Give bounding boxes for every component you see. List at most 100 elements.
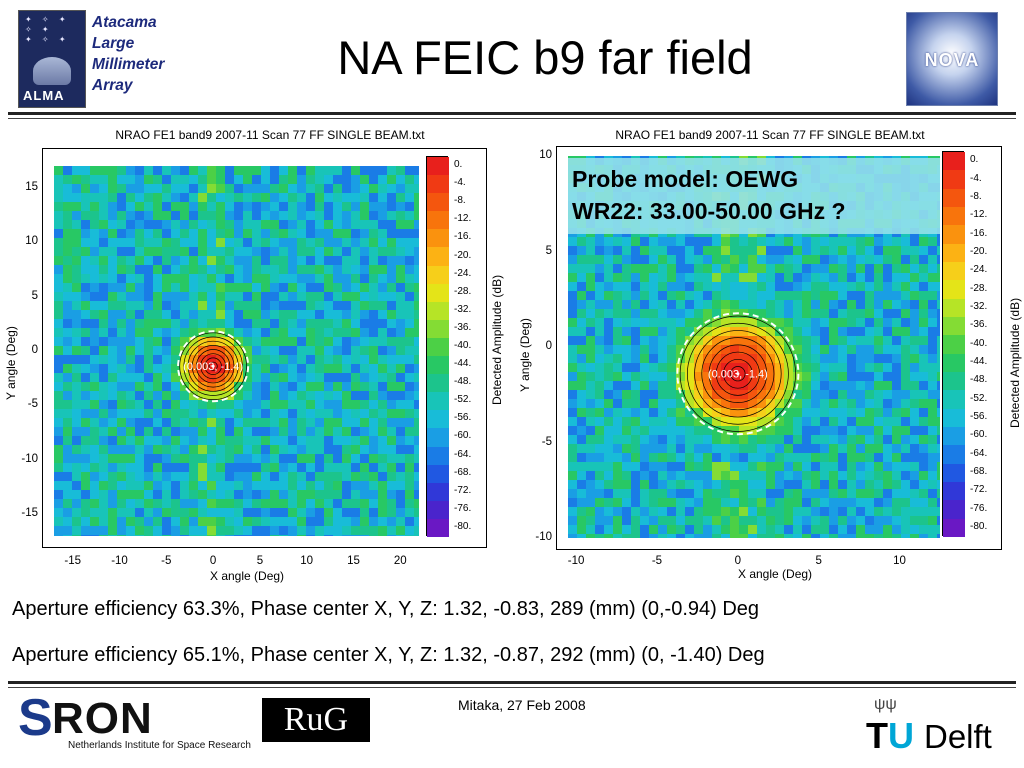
colorbar-level-label: -20. bbox=[970, 245, 988, 257]
heatmap-cell bbox=[694, 327, 704, 337]
heatmap-cell bbox=[180, 400, 190, 410]
heatmap-cell bbox=[820, 426, 830, 436]
heatmap-cell bbox=[739, 282, 749, 292]
header-rule bbox=[8, 112, 1016, 115]
heatmap-cell bbox=[586, 471, 596, 481]
heatmap-cell bbox=[324, 328, 334, 338]
heatmap-cell bbox=[180, 499, 190, 509]
heatmap-cell bbox=[703, 354, 713, 364]
heatmap-cell bbox=[396, 184, 406, 194]
heatmap-cell bbox=[252, 499, 262, 509]
heatmap-cell bbox=[81, 292, 91, 302]
heatmap-cell bbox=[198, 445, 208, 455]
heatmap-cell bbox=[126, 310, 136, 320]
heatmap-cell bbox=[198, 220, 208, 230]
heatmap-cell bbox=[342, 220, 352, 230]
heatmap-cell bbox=[297, 400, 307, 410]
colorbar-cell bbox=[427, 356, 449, 375]
heatmap-cell bbox=[784, 534, 794, 538]
heatmap-cell bbox=[54, 319, 64, 329]
heatmap-cell bbox=[306, 220, 316, 230]
heatmap-cell bbox=[279, 193, 289, 203]
heatmap-cell bbox=[360, 337, 370, 347]
heatmap-cell bbox=[387, 481, 397, 491]
heatmap-cell bbox=[72, 355, 82, 365]
heatmap-cell bbox=[811, 498, 821, 508]
heatmap-cell bbox=[378, 319, 388, 329]
heatmap-cell bbox=[270, 382, 280, 392]
heatmap-cell bbox=[910, 237, 920, 247]
heatmap-cell bbox=[658, 309, 668, 319]
heatmap-cell bbox=[234, 202, 244, 212]
heatmap-cell bbox=[189, 418, 199, 428]
heatmap-cell bbox=[820, 336, 830, 346]
heatmap-cell bbox=[739, 417, 749, 427]
heatmap-cell bbox=[640, 246, 650, 256]
heatmap-cell bbox=[54, 517, 64, 527]
heatmap-cell bbox=[72, 256, 82, 266]
heatmap-cell bbox=[910, 399, 920, 409]
heatmap-cell bbox=[631, 345, 641, 355]
heatmap-cell bbox=[117, 517, 127, 527]
heatmap-cell bbox=[784, 318, 794, 328]
heatmap-cell bbox=[216, 391, 226, 401]
heatmap-cell bbox=[225, 382, 235, 392]
colorbar-level-label: -4. bbox=[970, 172, 982, 184]
heatmap-cell bbox=[81, 382, 91, 392]
heatmap-cell bbox=[892, 417, 902, 427]
heatmap-cell bbox=[288, 283, 298, 293]
heatmap-cell bbox=[252, 346, 262, 356]
heatmap-cell bbox=[901, 237, 911, 247]
heatmap-cell bbox=[171, 499, 181, 509]
heatmap-cell bbox=[252, 238, 262, 248]
heatmap-cell bbox=[414, 481, 419, 491]
heatmap-cell bbox=[802, 282, 812, 292]
heatmap-cell bbox=[919, 471, 929, 481]
heatmap-cell bbox=[730, 264, 740, 274]
heatmap-cell bbox=[378, 175, 388, 185]
heatmap-cell bbox=[604, 237, 614, 247]
heatmap-cell bbox=[739, 444, 749, 454]
heatmap-cell bbox=[315, 175, 325, 185]
heatmap-cell bbox=[730, 282, 740, 292]
heatmap-cell bbox=[802, 273, 812, 283]
heatmap-cell bbox=[838, 264, 848, 274]
heatmap-cell bbox=[748, 525, 758, 535]
heatmap-cell bbox=[369, 364, 379, 374]
heatmap-cell bbox=[405, 202, 415, 212]
heatmap-cell bbox=[631, 399, 641, 409]
heatmap-cell bbox=[739, 381, 749, 391]
heatmap-cell bbox=[865, 534, 875, 538]
heatmap-cell bbox=[306, 319, 316, 329]
heatmap-cell bbox=[793, 282, 803, 292]
heatmap-cell bbox=[135, 274, 145, 284]
heatmap-cell bbox=[919, 480, 929, 490]
heatmap-cell bbox=[405, 391, 415, 401]
heatmap-cell bbox=[685, 381, 695, 391]
heatmap-cell bbox=[126, 463, 136, 473]
heatmap-cell bbox=[721, 516, 731, 526]
heatmap-cell bbox=[90, 454, 100, 464]
heatmap-cell bbox=[126, 490, 136, 500]
heatmap-cell bbox=[261, 409, 271, 419]
heatmap-cell bbox=[694, 300, 704, 310]
heatmap-cell bbox=[676, 336, 686, 346]
heatmap-cell bbox=[135, 184, 145, 194]
heatmap-cell bbox=[360, 256, 370, 266]
heatmap-cell bbox=[72, 265, 82, 275]
heatmap-cell bbox=[613, 354, 623, 364]
heatmap-cell bbox=[306, 274, 316, 284]
heatmap-cell bbox=[369, 535, 379, 536]
heatmap-cell bbox=[874, 291, 884, 301]
heatmap-cell bbox=[640, 291, 650, 301]
heatmap-cell bbox=[766, 426, 776, 436]
heatmap-cell bbox=[369, 391, 379, 401]
heatmap-cell bbox=[99, 166, 109, 176]
heatmap-cell bbox=[144, 400, 154, 410]
heatmap-cell bbox=[90, 409, 100, 419]
heatmap-cell bbox=[631, 507, 641, 517]
heatmap-cell bbox=[108, 481, 118, 491]
heatmap-cell bbox=[261, 499, 271, 509]
heatmap-cell bbox=[721, 489, 731, 499]
colorbar-cell bbox=[427, 229, 449, 248]
